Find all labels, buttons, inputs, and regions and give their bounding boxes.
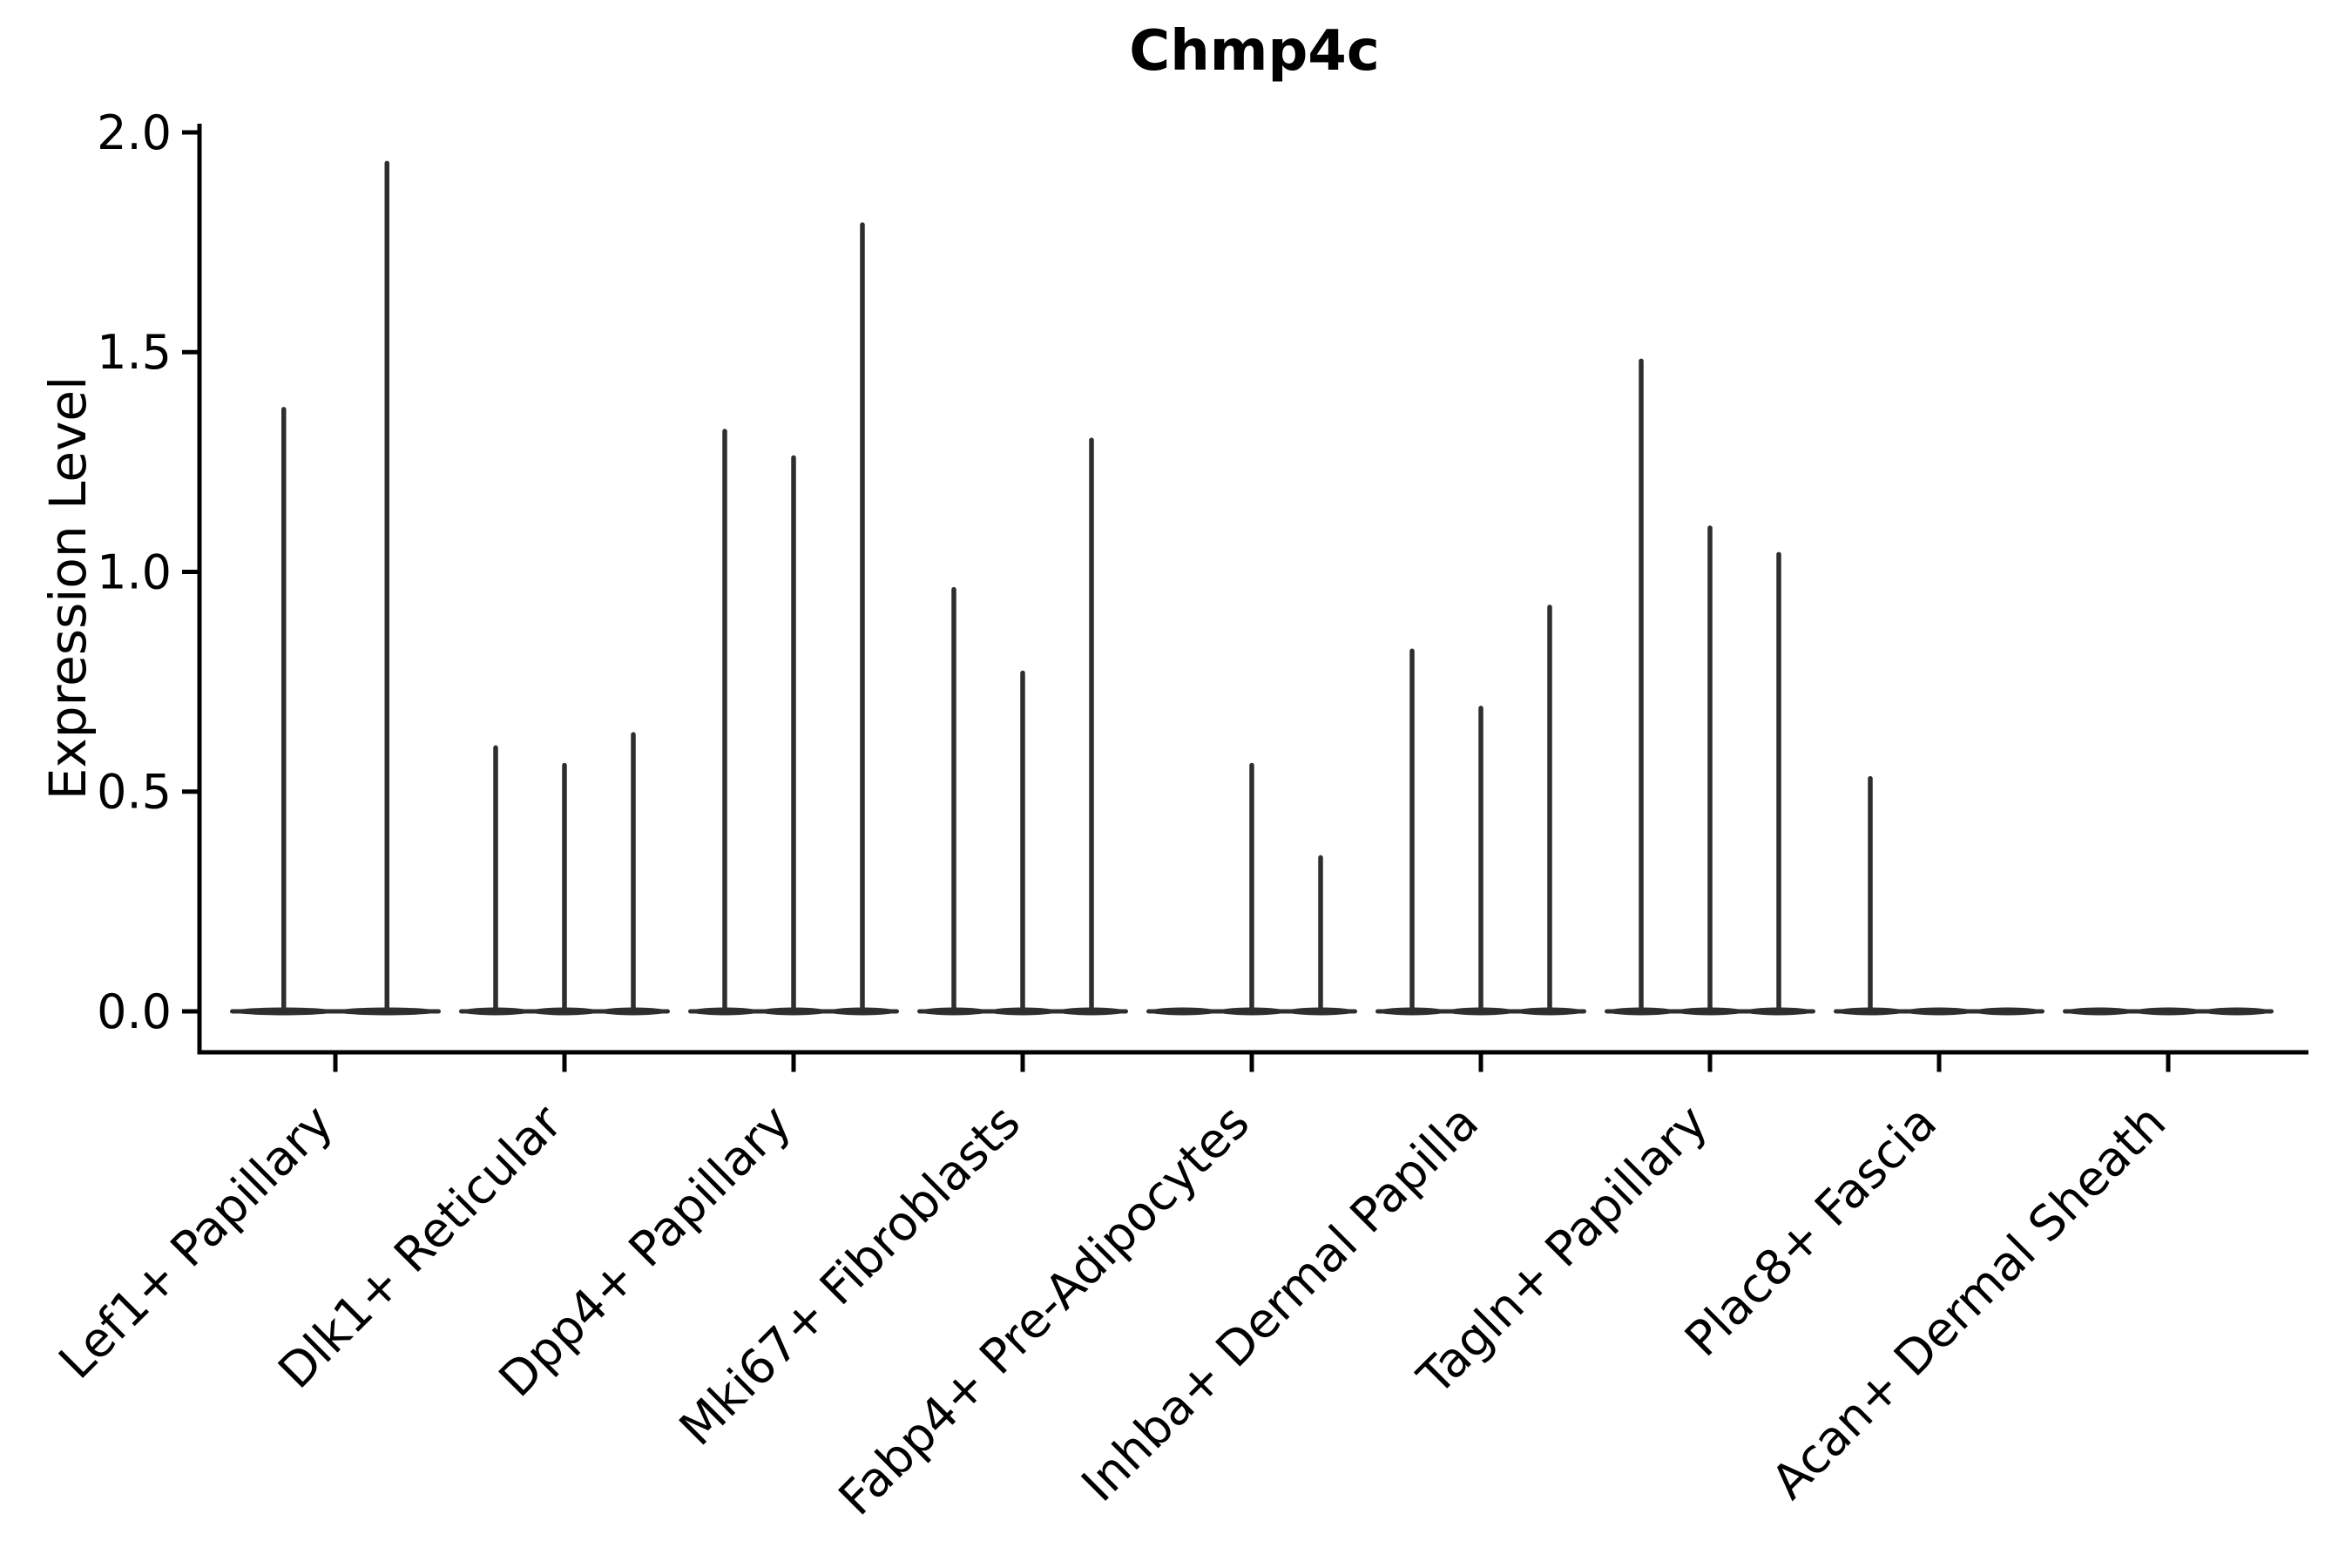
violin-belly xyxy=(1904,1007,1974,1016)
y-tick-label: 0.0 xyxy=(97,984,172,1039)
violin-belly xyxy=(2065,1007,2134,1016)
x-tick-label: Fabp4+ Pre-Adipocytes xyxy=(828,1094,1260,1526)
violin-belly xyxy=(1973,1007,2043,1016)
y-tick-label: 1.0 xyxy=(97,544,172,599)
y-tick-label: 0.5 xyxy=(97,765,172,820)
x-tick-label: Inhba+ Dermal Papilla xyxy=(1071,1094,1489,1512)
violin-belly xyxy=(2202,1007,2272,1016)
x-tick-label: Acan+ Dermal Sheath xyxy=(1761,1094,2176,1510)
chart-title: Chmp4c xyxy=(1129,19,1380,84)
violin-belly xyxy=(2133,1007,2203,1016)
y-tick-label: 1.5 xyxy=(97,325,172,380)
y-tick-label: 2.0 xyxy=(97,105,172,160)
violin-belly xyxy=(1148,1007,1218,1016)
